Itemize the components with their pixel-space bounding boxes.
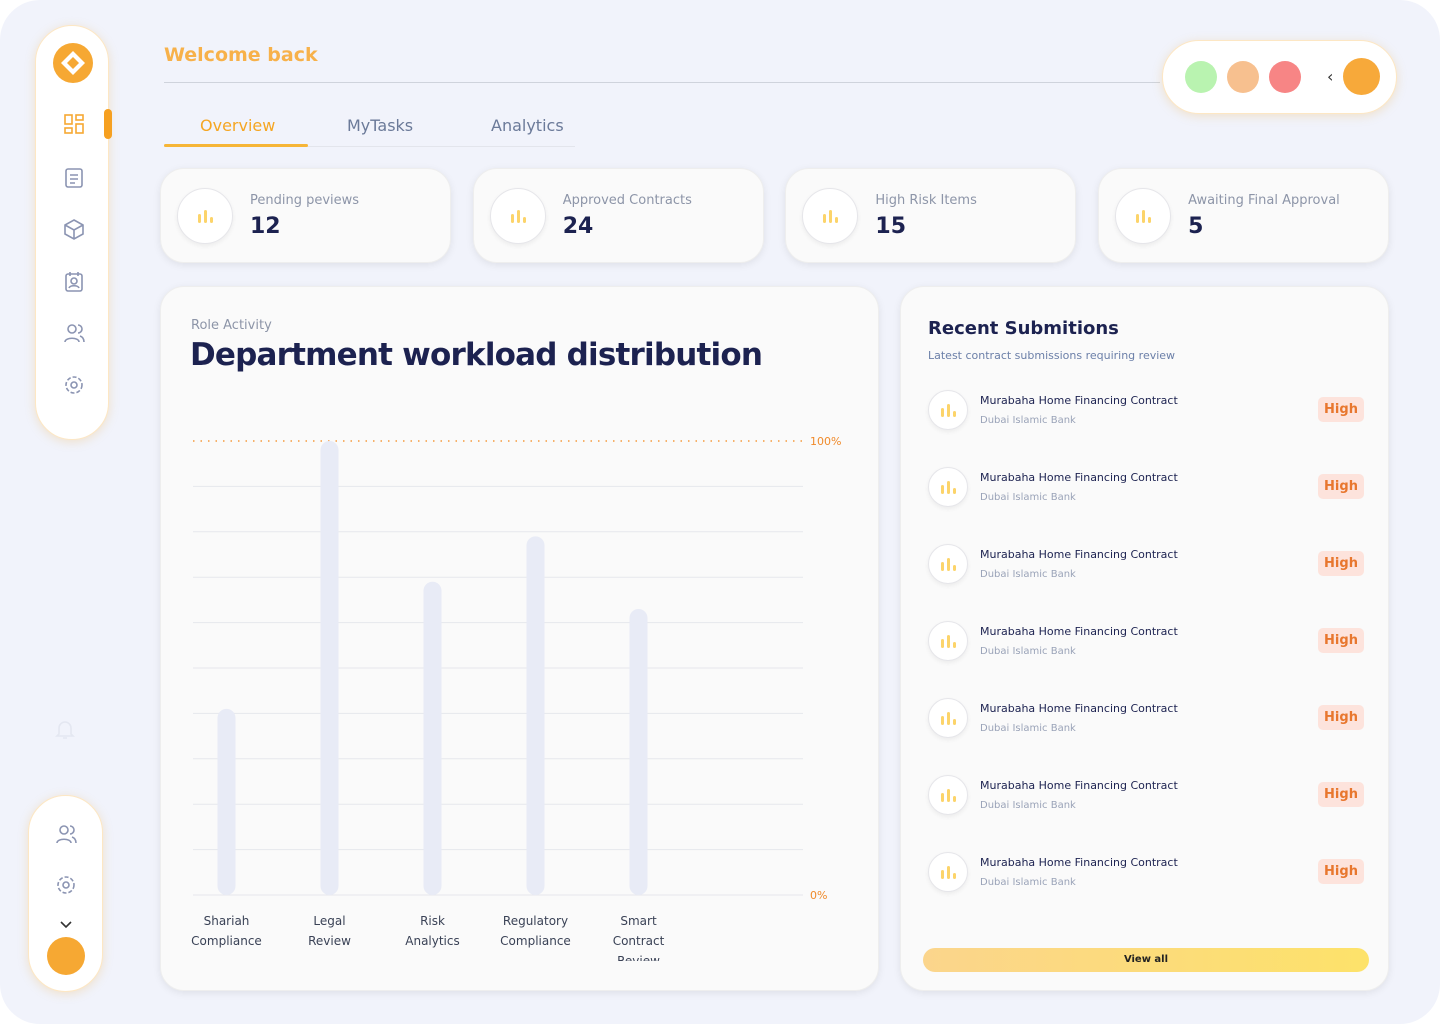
x-tick-label: Regulatory Compliance [500,914,571,948]
x-tick-label: Smart Contract Review [612,914,665,961]
submission-bank: Dubai Islamic Bank [980,877,1076,888]
stat-icon [802,188,859,244]
submission-icon [928,698,968,738]
chart-subtitle: Role Activity [191,318,272,333]
welcome: Welcome back [164,44,318,66]
x-tick-label-box: Legal Review [308,914,351,948]
profile[interactable] [1343,58,1380,95]
avatar[interactable] [47,937,85,975]
stat-value: 12 [250,214,281,239]
risk-badge: High [1318,705,1364,730]
x-tick-label-box: Shariah Compliance [191,914,262,948]
submission-bank: Dubai Islamic Bank [980,415,1076,426]
chart-title: Department workload distribution [190,337,763,373]
submission-title[interactable]: Murabaha Home Financing Contract [980,625,1178,638]
collapse[interactable]: ‹ [1327,67,1334,86]
nav-settings[interactable] [55,874,77,896]
tab[interactable]: MyTasks [347,116,414,135]
x-tick-label: Risk Analytics [405,914,460,948]
submissions-subtitle: Latest contract submissions requiring re… [928,349,1176,362]
submission-icon [928,775,968,815]
tab[interactable]: Overview [200,116,276,135]
submission-icon [928,621,968,661]
x-tick-label: Shariah Compliance [191,914,262,948]
nav-users[interactable] [63,322,85,344]
stat-value: 5 [1188,214,1204,239]
submission-title[interactable]: Murabaha Home Financing Contract [980,779,1178,792]
warning-button[interactable] [1227,61,1259,93]
submission-title[interactable]: Murabaha Home Financing Contract [980,548,1178,561]
submission-bank: Dubai Islamic Bank [980,492,1076,503]
stat-value: 24 [562,214,594,239]
submission-bank: Dubai Islamic Bank [980,569,1076,580]
risk-badge: High [1318,782,1364,807]
sidebar [35,25,112,440]
submissions-card: Recent Submitions Latest contract submis… [900,286,1389,991]
close-button[interactable] [1269,61,1301,93]
chart-card: Role Activity Department workload distri… [160,286,879,991]
x-tick-label: Legal Review [308,914,351,948]
stat-value: 15 [875,214,907,239]
stat-label: Awaiting Final Approval [1188,193,1340,208]
submission-bank: Dubai Islamic Bank [980,800,1076,811]
y-tick-label: 100% [810,435,841,448]
nav-box[interactable] [63,218,85,240]
stat-card: Pending peviews 12 [160,168,451,263]
submission-title[interactable]: Murabaha Home Financing Contract [980,856,1178,869]
stat-card: Approved Contracts 24 [472,168,764,263]
risk-badge: High [1318,551,1364,576]
submission-icon [928,852,968,892]
help-button[interactable] [1185,61,1217,93]
x-tick-label-box: Risk Analytics [405,914,460,948]
stat-card: Awaiting Final Approval 5 [1098,168,1390,263]
divider [164,82,1160,83]
bar [217,708,236,895]
submission-icon [928,467,968,507]
submission-title[interactable]: Murabaha Home Financing Contract [980,394,1178,407]
active-indicator [104,109,112,139]
submission-icon [928,390,968,430]
nav-dashboard[interactable] [63,113,85,135]
risk-badge: High [1318,397,1364,422]
bar [320,441,339,895]
tab-line [164,146,575,147]
stat-label: Pending peviews [250,193,360,208]
toolbar: ‹ [1162,40,1397,114]
stat-icon [489,188,546,244]
tab[interactable]: Analytics [491,116,564,135]
submission-title[interactable]: Murabaha Home Financing Contract [980,471,1178,484]
y-tick-label: 0% [810,889,827,902]
bar [526,536,545,895]
stat-label: Approved Contracts [562,193,692,208]
risk-badge: High [1318,628,1364,653]
x-tick-label-box: Smart Contract Review [612,914,665,961]
bar [629,608,648,895]
chevron[interactable] [59,920,73,930]
nav-users[interactable] [55,823,77,845]
stat-card: High Risk Items 15 [785,168,1077,263]
submissions-title: Recent Submitions [928,318,1119,339]
risk-badge: High [1318,859,1364,884]
risk-badge: High [1318,474,1364,499]
logo [53,43,93,83]
sidebar-bottom [28,795,103,992]
submission-bank: Dubai Islamic Bank [980,723,1076,734]
x-tick-label-box: Regulatory Compliance [500,914,571,948]
stat-icon [177,188,233,244]
view-all-button[interactable]: View all [923,948,1369,972]
nav-settings[interactable] [63,374,85,396]
stat-icon [1115,188,1172,244]
submission-icon [928,544,968,584]
nav-calendar[interactable] [63,270,85,292]
bar [423,581,442,895]
submission-title[interactable]: Murabaha Home Financing Contract [980,702,1178,715]
stat-label: High Risk Items [875,193,977,208]
bell[interactable] [54,718,76,742]
nav-tasks[interactable] [63,166,85,188]
tab-indicator [164,144,308,147]
submission-bank: Dubai Islamic Bank [980,646,1076,657]
